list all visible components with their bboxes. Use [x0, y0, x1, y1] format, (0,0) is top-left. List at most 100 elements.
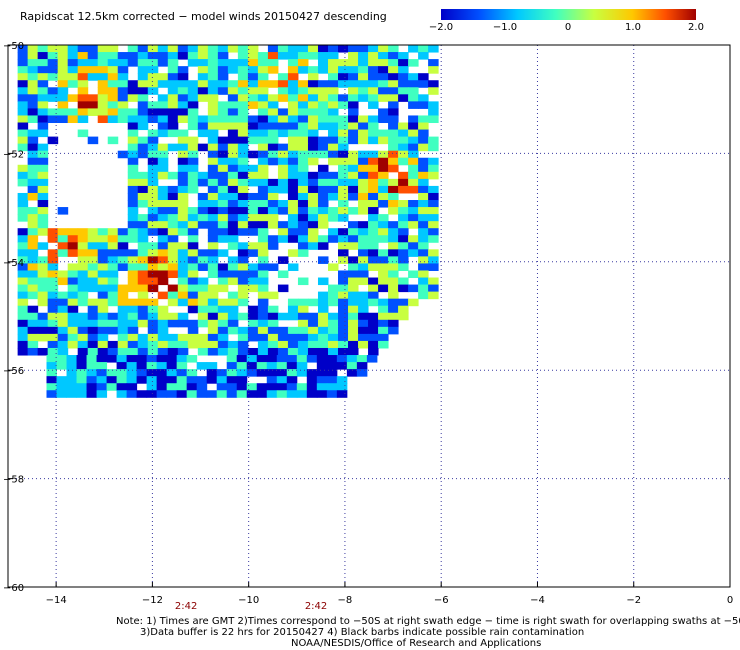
swath-cell	[106, 376, 118, 384]
swath-cell	[77, 291, 89, 300]
swath-cell	[87, 277, 99, 286]
swath-cell	[176, 390, 188, 398]
swath-cell	[187, 214, 199, 222]
swath-cell	[338, 136, 349, 145]
swath-cell	[157, 333, 169, 342]
swath-cell	[327, 291, 339, 300]
swath-cell	[67, 298, 79, 307]
swath-cell	[17, 312, 29, 321]
swath-cell	[127, 277, 139, 286]
swath-cell	[418, 73, 429, 81]
swath-cell	[378, 221, 389, 229]
swath-cell	[216, 369, 228, 377]
swath-cell	[47, 45, 59, 53]
swath-cell	[37, 59, 49, 67]
swath-cell	[67, 333, 79, 342]
swath-cell	[37, 45, 49, 53]
y-tick-label: −58	[3, 475, 24, 486]
swath-cell	[348, 45, 359, 53]
swath-cell	[117, 284, 129, 293]
swath-cell	[47, 228, 59, 236]
swath-cell	[67, 291, 79, 300]
swath-cell	[247, 101, 259, 109]
swath-cell	[117, 305, 129, 314]
swath-cell	[327, 298, 339, 307]
swath-cell	[237, 178, 249, 187]
swath-cell	[257, 101, 269, 109]
swath-cell	[197, 333, 209, 342]
swath-cell	[338, 164, 349, 173]
swath-cell	[27, 87, 39, 95]
swath-cell	[127, 94, 139, 102]
swath-cell	[137, 45, 149, 53]
swath-cell	[147, 59, 159, 67]
swath-cell	[197, 207, 209, 215]
swath-cell	[287, 200, 299, 208]
swath-cell	[236, 362, 248, 370]
swath-cell	[56, 362, 68, 370]
swath-cell	[287, 45, 299, 53]
swath-cell	[267, 312, 279, 321]
swath-cell	[326, 383, 338, 391]
swath-cell	[117, 228, 129, 236]
swath-cell	[197, 87, 209, 95]
swath-cell	[317, 256, 329, 264]
swath-cell	[327, 143, 339, 152]
swath-cell	[428, 59, 439, 67]
swath-cell	[418, 136, 429, 145]
swath-cell	[307, 228, 319, 236]
swath-cell	[297, 221, 309, 229]
swath-cell	[207, 270, 219, 279]
swath-cell	[147, 136, 159, 145]
swath-cell	[87, 270, 99, 279]
swath-cell	[287, 228, 299, 236]
swath-cell	[117, 263, 129, 271]
swath-cell	[37, 221, 49, 229]
swath-cell	[257, 80, 269, 88]
swath-cell	[307, 115, 319, 124]
swath-cell	[418, 185, 429, 194]
swath-cell	[177, 312, 189, 321]
swath-cell	[126, 383, 138, 391]
swath-cell	[127, 333, 139, 342]
swath-cell	[307, 242, 319, 250]
swath-cell	[57, 87, 69, 95]
swath-cell	[177, 249, 189, 257]
swath-cell	[17, 277, 29, 286]
swath-cell	[317, 101, 329, 109]
swath-cell	[27, 277, 39, 286]
swath-cell	[338, 319, 349, 328]
swath-cell	[368, 164, 379, 173]
swath-cell	[67, 305, 79, 314]
swath-cell	[346, 369, 358, 377]
swath-cell	[247, 249, 259, 257]
swath-cell	[147, 340, 159, 349]
swath-cell	[368, 319, 379, 328]
swath-cell	[267, 122, 279, 131]
swath-cell	[378, 270, 389, 279]
swath-cell	[408, 45, 419, 53]
swath-cell	[37, 129, 49, 138]
swath-cell	[388, 221, 399, 229]
swath-cell	[177, 298, 189, 307]
swath-cell	[408, 178, 419, 187]
swath-cell	[196, 376, 208, 384]
swath-cell	[77, 242, 89, 250]
swath-cell	[217, 59, 229, 67]
swath-cell	[388, 129, 399, 138]
swath-cell	[368, 298, 379, 307]
swath-cell	[327, 136, 339, 145]
swath-cell	[167, 101, 179, 109]
swath-cell	[67, 235, 79, 243]
swath-cell	[57, 207, 69, 215]
swath-cell	[378, 214, 389, 222]
swath-cell	[297, 192, 309, 201]
swath-cell	[348, 235, 359, 243]
swath-cell	[27, 45, 39, 53]
swath-cell	[86, 376, 98, 384]
swath-cell	[146, 390, 158, 398]
swath-cell	[418, 143, 429, 152]
swath-cell	[147, 326, 159, 335]
swath-cell	[107, 59, 119, 67]
